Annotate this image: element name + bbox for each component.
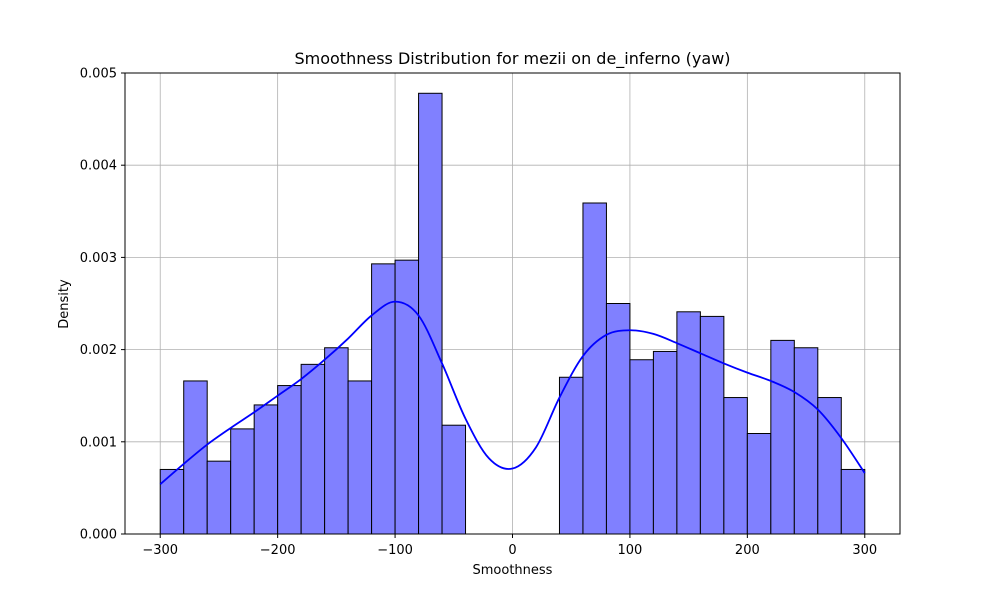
histogram-bar	[652, 350, 678, 535]
histogram-bar	[817, 397, 842, 535]
y-tick-label: 0.000	[80, 528, 117, 543]
x-tick-label: −200	[260, 543, 296, 558]
histogram-bar	[699, 315, 725, 535]
histogram-bar	[558, 376, 584, 535]
histogram-bar	[206, 460, 232, 535]
x-tick-label: −300	[142, 543, 178, 558]
x-tick-label: −100	[377, 543, 413, 558]
y-tick-label: 0.001	[80, 435, 117, 450]
chart-title: Smoothness Distribution for mezii on de_…	[294, 49, 730, 69]
y-tick-label: 0.002	[80, 343, 117, 358]
kde-line	[159, 300, 866, 485]
x-tick-label: 300	[852, 543, 877, 558]
x-axis-ticks: −300 −200 −100 0 100 200 300	[142, 534, 877, 558]
y-axis-ticks: 0.000 0.001 0.002 0.003 0.004 0.005	[80, 67, 125, 543]
histogram-bar	[770, 339, 795, 535]
histogram-bar	[605, 303, 631, 535]
histogram-bar	[300, 363, 326, 535]
histogram-bars	[159, 92, 866, 535]
y-tick-label: 0.004	[80, 159, 117, 174]
histogram-bar	[371, 263, 396, 535]
histogram-bar	[746, 433, 772, 535]
y-axis-label: Density	[57, 279, 72, 329]
x-tick-label: 0	[508, 543, 516, 558]
histogram-bar	[840, 468, 866, 535]
x-axis-label: Smoothness	[473, 563, 553, 578]
histogram-bar	[629, 359, 654, 535]
histogram-bar	[347, 380, 373, 535]
histogram-bar	[253, 404, 279, 535]
histogram-bar	[277, 385, 302, 535]
histogram-bar	[183, 380, 208, 535]
histogram-bar	[793, 347, 819, 535]
y-tick-label: 0.005	[80, 67, 117, 82]
histogram-bar	[230, 428, 255, 535]
histogram-bar	[582, 202, 607, 535]
x-tick-label: 200	[735, 543, 760, 558]
histogram-bar	[159, 468, 185, 535]
histogram-bar	[418, 92, 443, 535]
histogram-bar	[723, 397, 748, 535]
y-tick-label: 0.003	[80, 251, 117, 266]
histogram-bar	[324, 347, 349, 535]
histogram-bar	[441, 424, 467, 535]
x-tick-label: 100	[618, 543, 643, 558]
